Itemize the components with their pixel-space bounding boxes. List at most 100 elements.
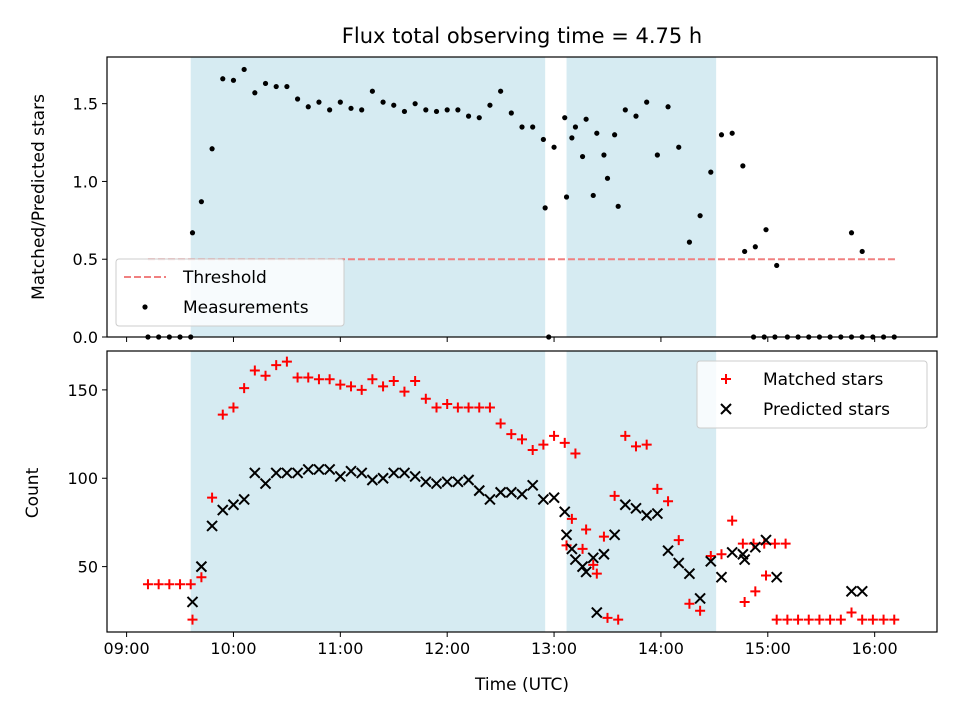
matched-star-point	[313, 374, 324, 385]
matched-star-point	[566, 513, 577, 524]
predicted-star-point	[587, 552, 599, 564]
matched-star-point	[867, 614, 878, 625]
matched-star-point	[452, 402, 463, 413]
chart-title: Flux total observing time = 4.75 h	[342, 24, 702, 48]
measurement-point	[519, 124, 525, 130]
predicted-star-point	[452, 476, 464, 488]
measurement-point	[622, 107, 628, 113]
measurement-point	[569, 135, 575, 141]
matched-star-point	[196, 572, 207, 583]
count-panel: 50 100 150 09:00 10:00 11:00 12:00 13:00 14:00 15…	[67, 350, 938, 658]
matched-star-point	[739, 596, 750, 607]
predicted-star-point	[217, 504, 229, 516]
predicted-star-point	[662, 544, 674, 557]
predicted-star-point	[334, 470, 347, 483]
matched-star-point	[878, 614, 889, 625]
predicted-star-point	[420, 476, 432, 488]
matched-star-point	[281, 356, 292, 367]
x-tick-label: 16:00	[852, 639, 898, 658]
matched-star-point	[748, 538, 759, 549]
measurement-point	[305, 104, 311, 110]
matched-star-point	[335, 379, 346, 390]
predicted-star-point	[630, 502, 642, 514]
xlabel: Time (UTC)	[474, 675, 569, 695]
y-tick-label: 150	[67, 381, 98, 400]
matched-star-point	[750, 586, 761, 597]
legend-measurement-swatch	[142, 304, 148, 310]
legend-matched-label: Matched stars	[763, 370, 883, 390]
axes-frame	[106, 350, 938, 633]
measurement-point	[859, 248, 865, 255]
measurement-point	[763, 227, 769, 233]
matched-star-point	[175, 579, 186, 590]
measurement-point	[444, 107, 450, 113]
x-tick-label: 11:00	[317, 639, 363, 658]
matched-star-point	[187, 614, 198, 625]
matched-star-point	[803, 614, 814, 625]
predicted-star-point	[715, 571, 728, 583]
measurement-point	[601, 152, 607, 158]
legend-threshold-label: Threshold	[182, 268, 267, 288]
measurement-point	[708, 169, 714, 175]
measurement-point	[337, 99, 343, 105]
matched-star-point	[420, 393, 431, 404]
predicted-star-point	[770, 571, 783, 583]
x-tick-label: 12:00	[424, 639, 470, 658]
matched-star-point	[761, 570, 772, 581]
measurement-point	[189, 230, 196, 236]
matched-star-point	[474, 402, 485, 413]
matched-star-point	[598, 531, 609, 542]
predicted-star-point	[345, 465, 357, 477]
matched-star-point	[388, 376, 399, 387]
measurement-point	[579, 153, 586, 160]
measurement-point	[241, 66, 247, 73]
x-tick-label: 15:00	[745, 639, 791, 658]
predicted-star-point	[494, 486, 507, 499]
predicted-star-point	[673, 557, 685, 569]
measurement-point	[284, 83, 290, 90]
observing-window-span	[190, 351, 546, 632]
measurement-point	[262, 80, 269, 87]
x-tick-label: 13:00	[531, 639, 577, 658]
matched-star-point	[727, 515, 738, 526]
measurement-point	[572, 124, 579, 130]
matched-star-point	[835, 614, 846, 625]
matched-star-point	[549, 430, 560, 441]
matched-star-point	[663, 496, 674, 507]
measurement-point	[752, 244, 758, 250]
measurement-point	[676, 144, 682, 150]
y-tick-label: 1.0	[73, 172, 98, 191]
observing-window-span	[566, 57, 717, 337]
matched-star-point	[889, 614, 900, 625]
measurement-point	[327, 107, 333, 113]
matched-star-point	[410, 376, 421, 387]
predicted-star-point	[302, 463, 314, 476]
observing-window-span	[566, 351, 717, 632]
y-tick-label: 50	[78, 558, 98, 577]
matched-star-point	[207, 492, 218, 503]
measurement-point	[465, 113, 472, 119]
measurement-point	[359, 107, 365, 113]
matched-star-point	[771, 614, 782, 625]
predicted-star-point	[560, 529, 573, 541]
measurement-point	[530, 124, 536, 130]
matched-star-point	[716, 549, 727, 560]
matched-star-point	[737, 538, 748, 549]
predicted-star-point	[409, 470, 421, 483]
matched-star-point	[825, 614, 836, 625]
matched-star-point	[561, 540, 572, 551]
measurement-point	[369, 88, 375, 94]
predicted-star-point	[580, 566, 592, 578]
predicted-star-point	[270, 467, 282, 479]
legend-predicted-swatch	[720, 403, 732, 415]
matched-star-point	[673, 535, 684, 546]
predicted-star-point	[726, 546, 738, 559]
ylabel-top: Matched/Predicted stars	[29, 94, 49, 300]
matched-star-point	[609, 490, 620, 501]
measurement-point	[230, 77, 237, 83]
predicted-star-point	[749, 541, 762, 553]
predicted-star-point	[683, 567, 696, 580]
predicted-star-point	[195, 560, 208, 573]
measurement-point	[252, 90, 258, 96]
measurement-point	[612, 132, 618, 138]
